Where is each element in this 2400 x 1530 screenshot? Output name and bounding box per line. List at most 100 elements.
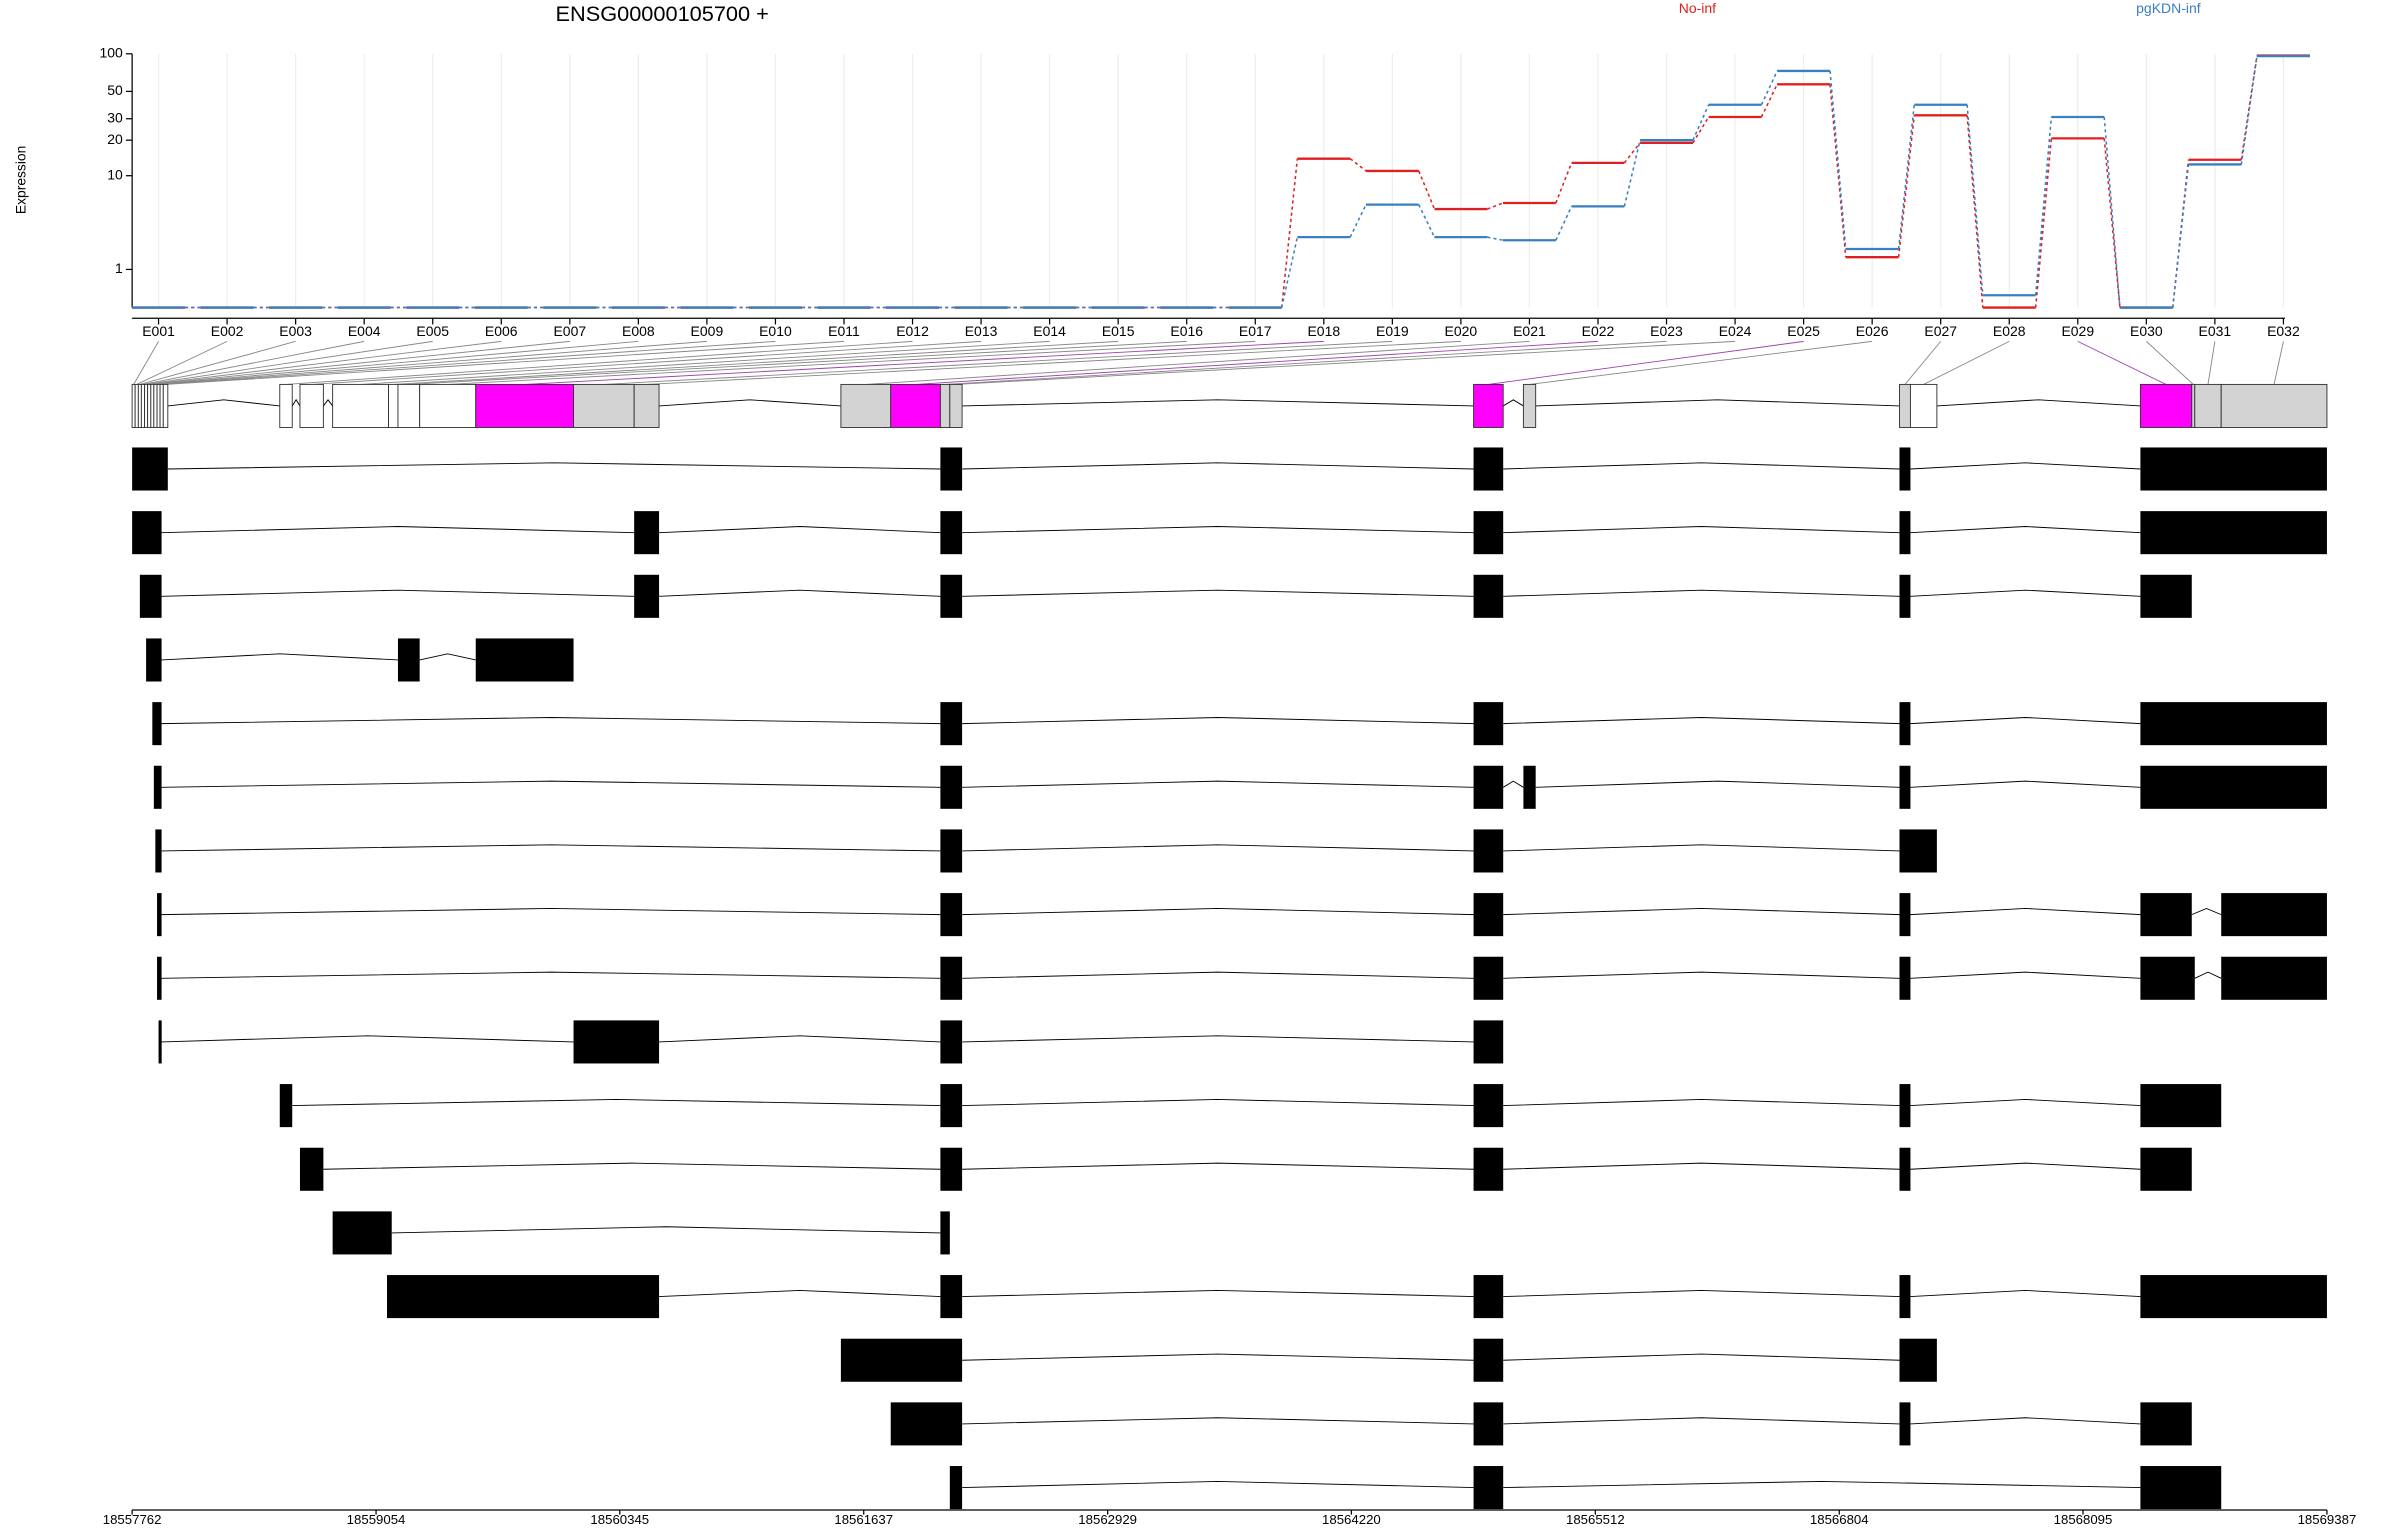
x-tick-label: E007 [553,323,586,339]
x-tick-label: E015 [1102,323,1135,339]
exon-link [393,340,1119,385]
x-axis-tick-label: 18562929 [1078,1512,1137,1527]
series-connector [1829,84,1847,258]
x-tick-label: E031 [2199,323,2232,339]
series-connector [1897,115,1916,258]
transcript-exon [1473,1275,1504,1319]
y-tick-label: 20 [107,131,123,147]
exon-link [865,340,1530,385]
x-tick-label: E030 [2130,323,2163,339]
exon-link [915,340,1599,385]
series-connector [1280,236,1299,308]
exon-link [603,340,1393,385]
exon-box [147,383,152,428]
x-axis-tick-label: 18566804 [1810,1512,1869,1527]
transcript-exon [139,574,162,618]
exon-link [133,341,159,385]
transcript-intron [962,780,1474,788]
exon-link [158,340,707,385]
exon-box [2220,383,2328,428]
y-tick-label: 50 [107,82,123,98]
transcript-exon [2140,1084,2222,1128]
exon-link [2077,340,2167,385]
transcript-exon [940,574,963,618]
exon-link [146,340,433,385]
transcript-intron [962,1289,1474,1298]
exon-link [646,340,1461,385]
exon-link [149,340,502,385]
transcript-intron [161,971,941,979]
transcript-intron [419,653,476,661]
transcript-exon [1899,893,1911,937]
transcript-exon [2140,893,2192,937]
x-tick-label: E017 [1239,323,1272,339]
exon-box [332,383,389,428]
transcript-exon [152,702,162,746]
gene-intron [1502,399,1524,407]
series-connector [1280,158,1299,308]
exon-box [1899,383,1911,428]
series-connector [1349,204,1367,238]
transcript-exon [940,765,963,809]
transcript-intron [659,1289,941,1298]
transcript-exon [1473,702,1504,746]
series-connector [2103,138,2121,308]
transcript-exon [1473,1084,1504,1128]
transcript-exon [1473,1147,1504,1191]
transcript-exon [1899,956,1911,1000]
transcript-exon [158,1020,162,1064]
x-tick-label: E016 [1170,323,1203,339]
x-axis-tick-label: 18568095 [2054,1512,2113,1527]
transcript-intron [962,526,1474,534]
transcript-intron [1910,780,2141,788]
transcript-intron [1910,526,2141,534]
transcript-intron [161,780,941,788]
x-tick-label: E014 [1033,323,1066,339]
transcript-intron [1503,462,1900,470]
transcript-intron [323,1162,941,1170]
exon-link [524,340,1324,385]
transcript-exon [940,447,963,491]
exon-box [134,383,139,428]
transcript-exon [940,1211,950,1255]
transcript-intron [1910,589,2141,597]
transcript-exon [1899,1402,1911,1446]
transcript-exon [157,956,162,1000]
x-tick-label: E008 [622,323,655,339]
series-connector [2034,116,2053,296]
transcript-exon [1899,702,1911,746]
x-tick-label: E022 [1582,323,1615,339]
y-tick-label: 30 [107,109,123,125]
transcript-exon [1899,829,1937,873]
exon-link [447,340,1256,385]
exon-box [890,383,941,428]
transcript-exon [157,893,162,937]
series-connector [1623,142,1641,164]
transcript-intron [962,971,1474,979]
transcript-exon [332,1211,392,1255]
exon-box [1473,383,1504,428]
transcript-intron [167,462,941,470]
gene-intron [1535,399,1900,407]
exon-link [155,340,639,385]
transcript-exon [1899,447,1911,491]
transcript-intron [1503,717,1900,725]
transcript-exon [1899,1084,1911,1128]
transcript-exon [940,893,963,937]
exon-link [285,340,913,385]
exon-box [939,383,951,428]
transcript-exon [387,1275,660,1319]
transcript-exon [397,638,420,682]
transcript-exon [1899,574,1911,618]
x-axis-tick-label: 18569387 [2298,1512,2357,1527]
series-connector [2103,116,2121,308]
transcript-intron [1910,971,2141,979]
transcript-intron [2191,907,2222,916]
transcript-intron [1503,1162,1900,1170]
transcript-exon [2221,956,2327,1000]
transcript-intron [1910,908,2141,916]
transcript-exon [949,1466,963,1510]
transcript-intron [161,653,398,661]
x-tick-label: E019 [1376,323,1409,339]
